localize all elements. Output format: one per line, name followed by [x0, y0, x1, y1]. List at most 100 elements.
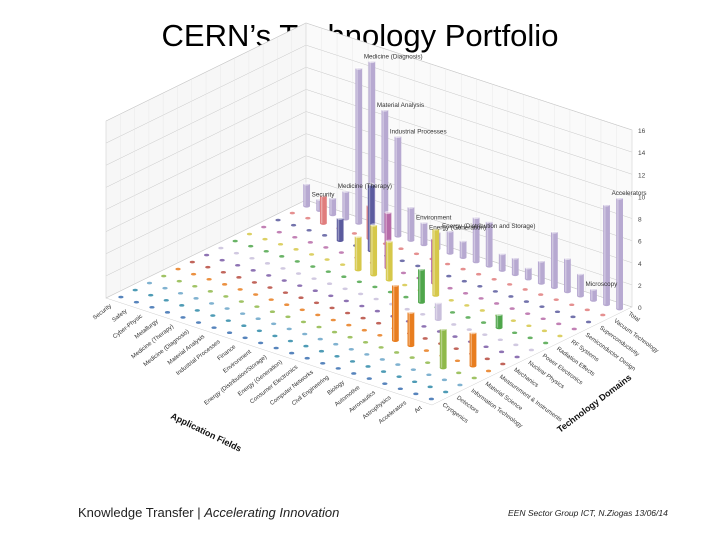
- floor-dot: [410, 368, 416, 371]
- total-bar-top: [511, 256, 519, 260]
- total-bar-shine: [473, 217, 476, 262]
- floor-dot: [569, 303, 575, 307]
- total-bar-shine: [551, 232, 554, 288]
- floor-dot: [556, 322, 562, 326]
- z-tick-label: 8: [638, 217, 642, 224]
- floor-dot: [146, 281, 153, 285]
- floor-dot: [261, 225, 267, 229]
- floor-dot: [324, 258, 330, 261]
- total-bar-body: [381, 110, 389, 232]
- floor-dot: [334, 354, 340, 358]
- bar: [385, 239, 393, 282]
- total-bar-top: [355, 66, 363, 70]
- floor-dot: [312, 289, 318, 293]
- bar: [391, 283, 399, 342]
- total-bar: [603, 203, 610, 307]
- total-bar-base: [616, 307, 623, 311]
- total-bar-label: Security: [312, 191, 336, 198]
- total-bar-top: [329, 196, 337, 200]
- z-tick-label: 4: [638, 261, 642, 268]
- total-bar-shine: [395, 136, 397, 237]
- bar-shine: [371, 225, 373, 275]
- floor-dot: [293, 248, 299, 251]
- total-bar-label: Environment: [416, 214, 452, 221]
- total-bar-top: [603, 203, 610, 207]
- floor-dot: [258, 341, 264, 345]
- floor-dot: [508, 295, 514, 298]
- total-bar-body: [303, 183, 311, 207]
- floor-dot: [415, 264, 421, 268]
- y-axis-title: Technology Domains: [555, 372, 633, 434]
- floor-dot: [330, 318, 336, 322]
- footer-org: Knowledge Transfer |: [78, 505, 205, 520]
- total-bar: [342, 189, 350, 221]
- technology-domain-label: Total: [627, 311, 641, 323]
- floor-dot: [118, 295, 124, 299]
- total-bar-top: [446, 229, 454, 233]
- floor-dot: [308, 253, 315, 256]
- floor-dot: [162, 286, 168, 290]
- bar-shine: [337, 218, 340, 241]
- floor-dot: [285, 315, 291, 319]
- floor-dot: [190, 272, 197, 276]
- floor-dot: [404, 307, 410, 311]
- floor-dot: [507, 283, 513, 286]
- total-bar-top: [616, 196, 623, 200]
- floor-dot: [372, 285, 378, 289]
- total-bar: [472, 215, 480, 264]
- total-bar-label: Industrial Processes: [390, 128, 447, 135]
- bar: [336, 216, 344, 243]
- floor-dot: [267, 286, 273, 289]
- total-bar-shine: [330, 198, 332, 215]
- floor-dot: [443, 390, 449, 394]
- floor-dot: [292, 235, 298, 239]
- total-bar: [511, 256, 519, 277]
- total-bar: [590, 287, 597, 302]
- floor-dot: [413, 392, 419, 396]
- floor-dot: [426, 373, 432, 377]
- floor-dot: [302, 332, 308, 336]
- bar: [407, 310, 415, 348]
- floor-dot: [294, 260, 300, 263]
- total-bar-body: [498, 253, 506, 271]
- floor-dot: [233, 251, 240, 255]
- total-bar-base: [485, 264, 493, 268]
- total-bar-base: [537, 281, 545, 285]
- bar-top: [370, 223, 378, 227]
- floor-dot: [476, 272, 482, 276]
- floor-dot: [149, 305, 155, 309]
- bar-top: [391, 283, 399, 287]
- floor-dot: [275, 218, 281, 222]
- floor-dot: [177, 291, 184, 295]
- bar: [469, 331, 477, 368]
- total-bar-shine: [591, 289, 593, 301]
- floor-dot: [497, 338, 503, 342]
- floor-dot: [359, 304, 365, 308]
- floor-dot: [237, 288, 243, 291]
- total-bar-shine: [617, 198, 619, 309]
- total-bar-body: [537, 260, 545, 284]
- bar-series: [303, 59, 623, 370]
- bar-top: [432, 227, 440, 231]
- floor-dot: [335, 367, 341, 370]
- total-bar-shine: [343, 191, 345, 219]
- bar-shine: [433, 228, 435, 296]
- bar-body: [354, 236, 362, 270]
- bar-base: [434, 317, 442, 321]
- floor-dot: [325, 270, 331, 273]
- total-bar-shine: [499, 253, 502, 271]
- floor-dot: [364, 353, 370, 356]
- total-bar-shine: [538, 260, 541, 284]
- bar-base: [439, 366, 447, 370]
- floor-dot: [193, 297, 199, 300]
- total-bar: [564, 256, 571, 294]
- total-bar-shine: [486, 221, 489, 266]
- floor-dot: [527, 336, 533, 340]
- floor-dot: [453, 347, 459, 350]
- floor-dot: [326, 282, 333, 286]
- floor-dot: [571, 327, 577, 331]
- total-bar-base: [550, 285, 558, 289]
- bar-shine: [440, 329, 443, 368]
- total-bar-base: [303, 204, 311, 208]
- bar-shine: [386, 241, 389, 280]
